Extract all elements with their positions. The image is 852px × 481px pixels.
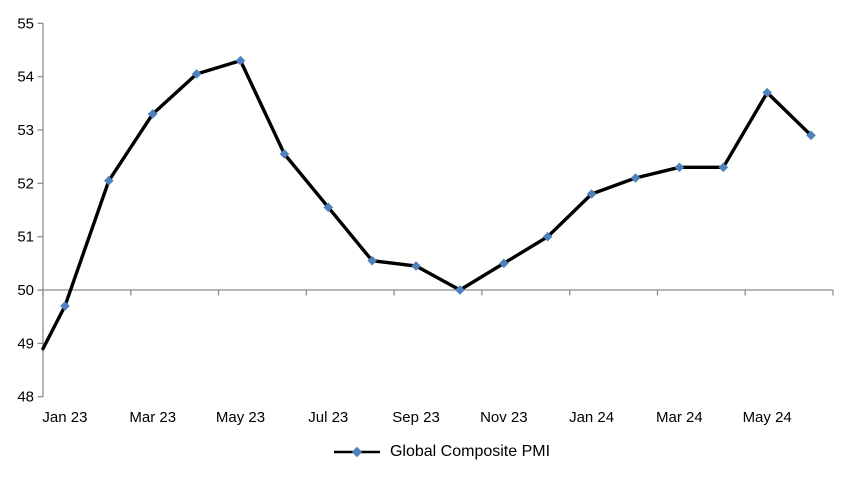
data-point-marker bbox=[279, 149, 290, 159]
data-point-marker bbox=[630, 173, 641, 183]
y-tick-label: 55 bbox=[17, 15, 34, 32]
data-point-marker bbox=[191, 69, 202, 79]
series-line bbox=[41, 58, 813, 351]
data-point-marker bbox=[411, 261, 421, 271]
data-point-marker bbox=[806, 130, 816, 141]
y-tick-label: 54 bbox=[17, 69, 34, 86]
legend-line-marker-icon bbox=[333, 446, 380, 458]
data-point-marker bbox=[104, 175, 114, 186]
data-point-marker bbox=[499, 258, 509, 269]
data-point-marker bbox=[762, 87, 772, 98]
x-tick-label: Jan 24 bbox=[569, 409, 614, 426]
data-point-marker bbox=[674, 162, 685, 173]
data-point-marker bbox=[60, 301, 70, 311]
data-point-marker bbox=[718, 162, 729, 173]
x-tick-label: Sep 23 bbox=[392, 409, 440, 426]
x-tick-label: Mar 23 bbox=[129, 409, 176, 426]
x-tick-label: Jul 23 bbox=[308, 409, 348, 426]
x-tick-label: May 23 bbox=[216, 409, 265, 426]
data-point-marker bbox=[586, 189, 597, 199]
x-tick-label: Nov 23 bbox=[480, 409, 528, 426]
y-tick-label: 48 bbox=[17, 389, 34, 406]
x-tick-label: Mar 24 bbox=[656, 409, 703, 426]
x-tick-label: May 24 bbox=[743, 409, 792, 426]
y-tick-label: 51 bbox=[17, 229, 34, 246]
data-point-marker bbox=[147, 109, 158, 119]
y-tick-label: 53 bbox=[17, 122, 34, 139]
y-tick-label: 49 bbox=[17, 335, 34, 352]
legend-marker-icon bbox=[351, 446, 363, 458]
data-point-marker bbox=[367, 255, 377, 266]
data-point-marker bbox=[455, 285, 465, 295]
legend-label: Global Composite PMI bbox=[389, 443, 551, 460]
data-point-marker bbox=[235, 55, 246, 66]
data-point-marker bbox=[323, 202, 334, 213]
y-tick-label: 50 bbox=[17, 282, 34, 299]
legend: Global Composite PMI bbox=[16, 443, 852, 461]
y-tick-label: 52 bbox=[17, 175, 34, 192]
data-point-marker bbox=[542, 231, 553, 242]
x-tick-label: Jan 23 bbox=[42, 409, 87, 426]
